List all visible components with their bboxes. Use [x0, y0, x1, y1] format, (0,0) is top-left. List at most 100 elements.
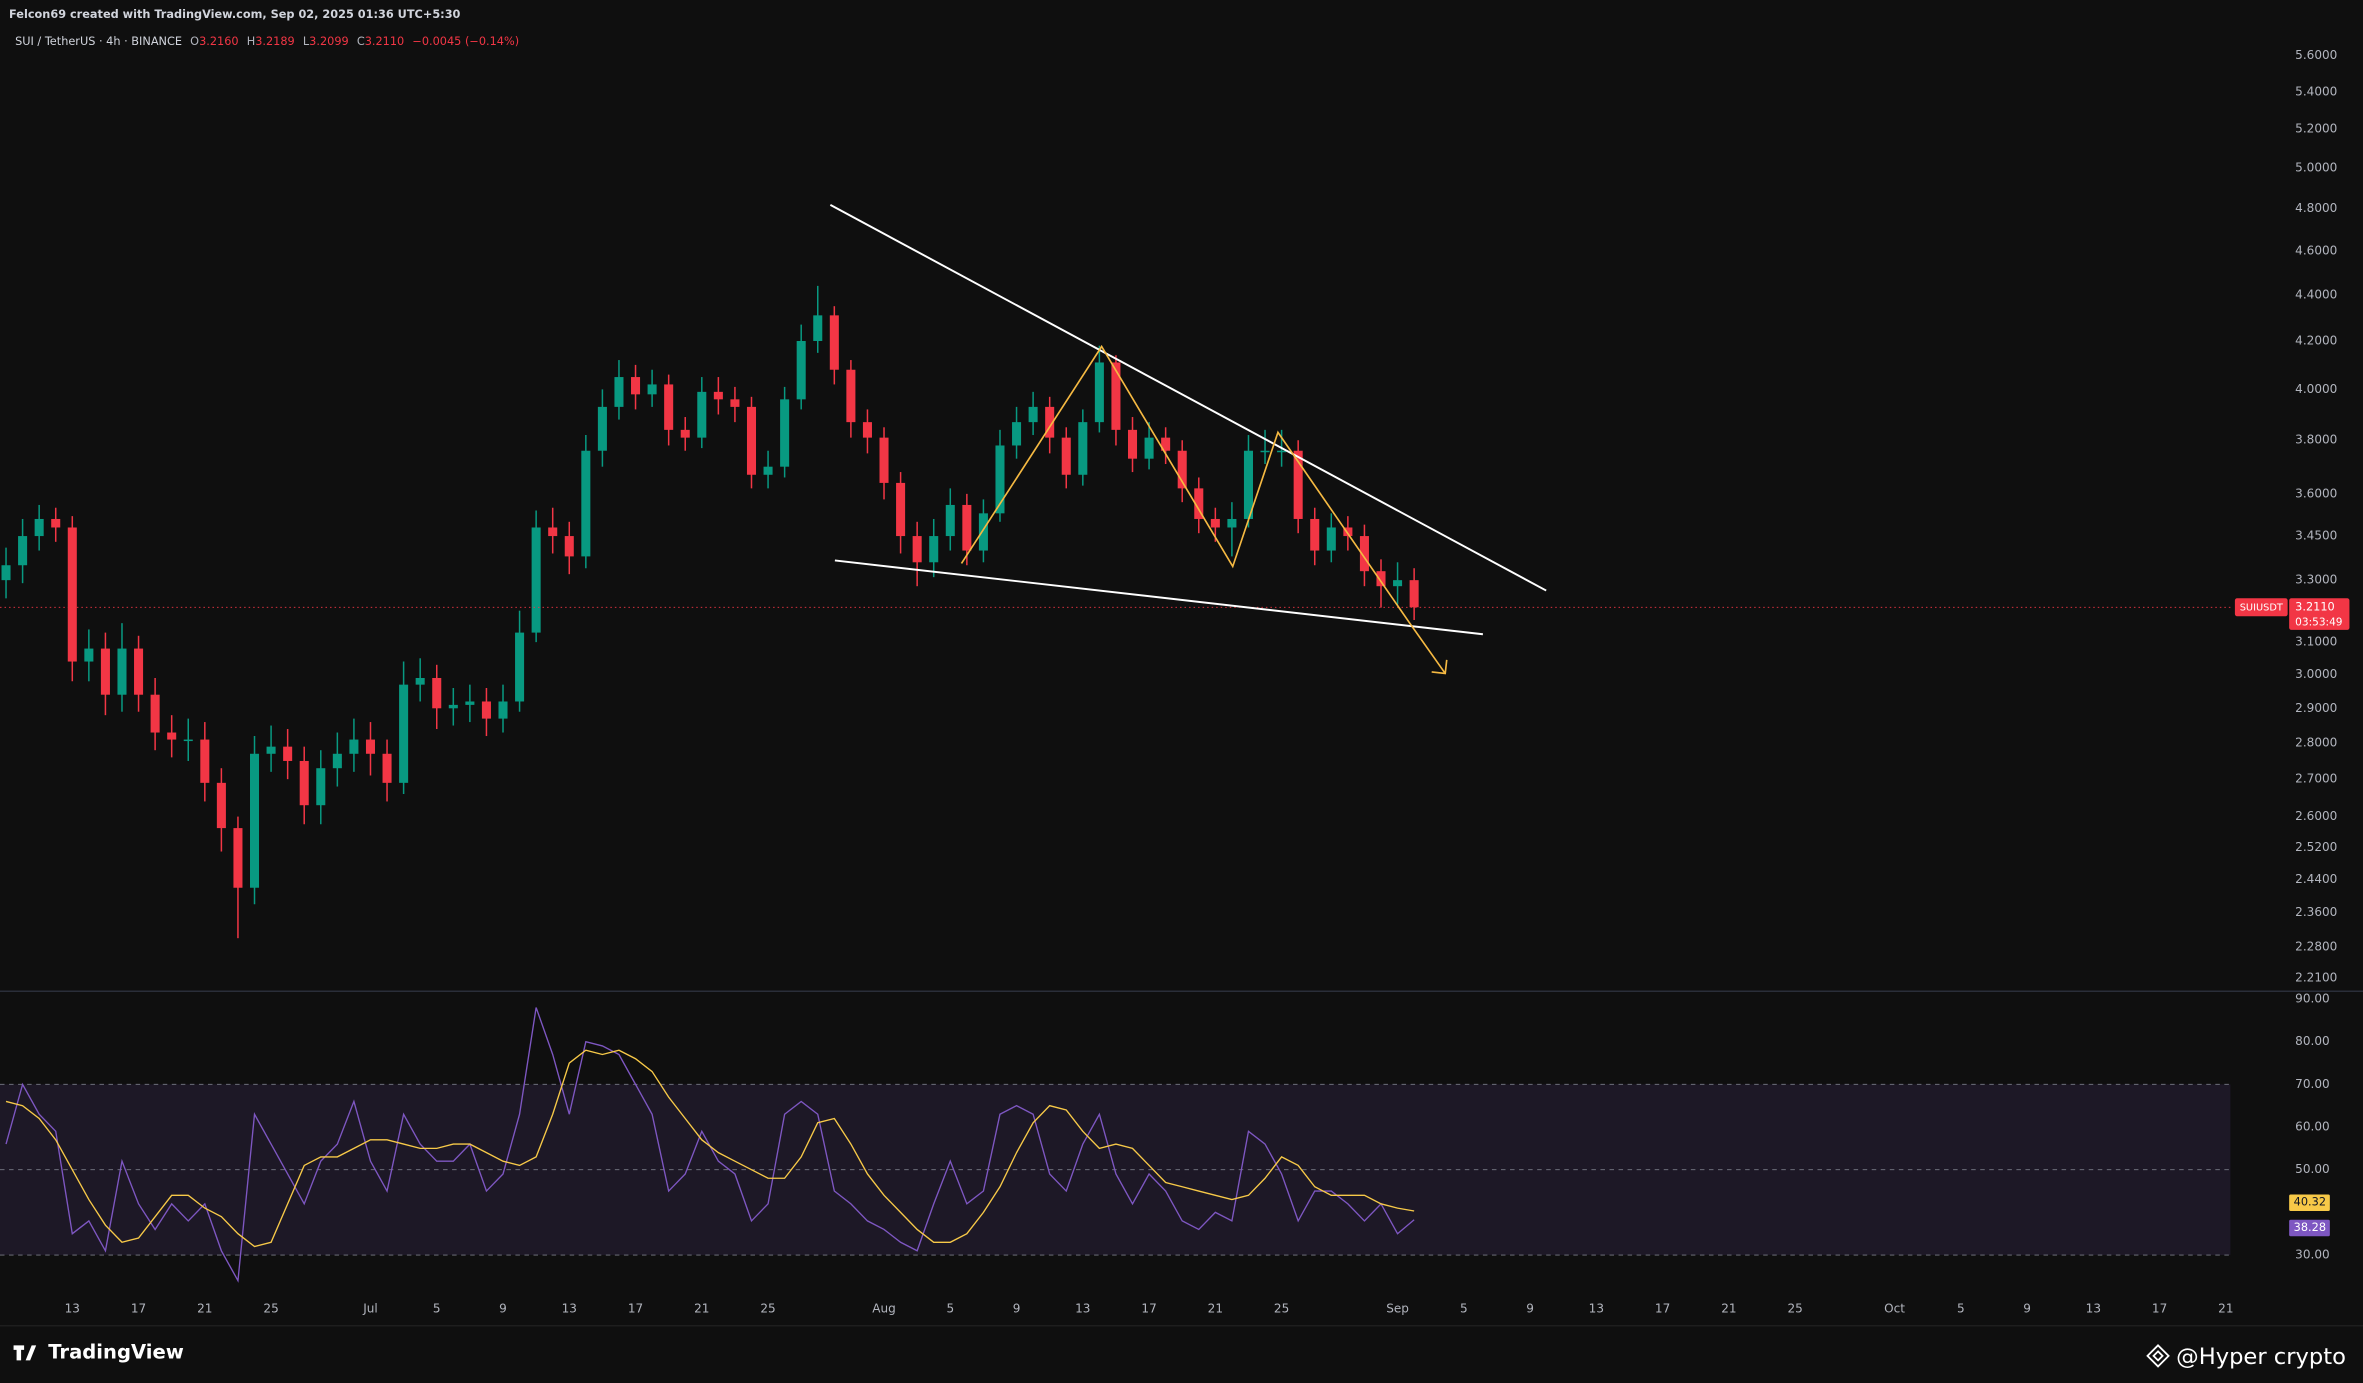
candle-body — [1393, 580, 1403, 587]
y-tick-label: 2.6000 — [2295, 809, 2337, 823]
candle-body — [912, 536, 922, 563]
candle-body — [498, 701, 508, 719]
x-tick-label: 21 — [694, 1302, 709, 1316]
y-tick-label: 3.0000 — [2295, 667, 2337, 681]
y-tick-label: 2.9000 — [2295, 701, 2337, 715]
candle-body — [266, 746, 276, 754]
candle-body — [1359, 536, 1369, 572]
candle-body — [365, 739, 375, 754]
y-tick-label: 2.5200 — [2295, 840, 2337, 854]
candle-body — [1161, 437, 1171, 451]
candle-body — [631, 377, 641, 395]
ohlc-value: 3.2160 — [199, 35, 239, 48]
ohlc-label: O — [190, 35, 199, 48]
watermark-icon — [2146, 1344, 2170, 1368]
candle-body — [1177, 450, 1187, 489]
y-tick-label: 3.3000 — [2295, 573, 2337, 587]
candle-body — [399, 684, 409, 783]
y-tick-label: 5.4000 — [2295, 84, 2337, 98]
countdown-text: 03:53:49 — [2295, 616, 2342, 628]
candle-body — [200, 739, 210, 783]
y-tick-label: 90.00 — [2295, 992, 2330, 1006]
candle-body — [1012, 422, 1022, 446]
candle-body — [448, 704, 458, 709]
y-tick-label: 4.2000 — [2295, 333, 2337, 347]
candle-body — [548, 527, 558, 537]
candle-body — [432, 677, 442, 709]
candle-body — [233, 828, 243, 888]
candle-body — [1343, 527, 1353, 537]
y-tick-label: 3.8000 — [2295, 433, 2337, 447]
candle-body — [597, 406, 607, 451]
candle-body — [680, 429, 690, 438]
candle-body — [415, 677, 425, 685]
candle-body — [564, 536, 574, 557]
legend: SUI / TetherUS · 4h · BINANCE O3.2160 H3… — [15, 35, 519, 48]
candle-body — [1277, 450, 1287, 453]
x-tick-label: 21 — [1208, 1302, 1223, 1316]
ohlc-label: H — [247, 35, 256, 48]
candle-body — [796, 340, 806, 400]
candle-body — [1094, 362, 1104, 423]
y-tick-label: 2.2100 — [2295, 970, 2337, 984]
candle-body — [1045, 406, 1055, 438]
candle-body — [896, 482, 906, 537]
value-tag-text: 40.32 — [2294, 1196, 2326, 1209]
candle-body — [216, 782, 226, 829]
x-tick-label: 13 — [65, 1302, 80, 1316]
value-tag — [2289, 1219, 2330, 1237]
candle-body — [1194, 488, 1204, 519]
y-tick-label: 50.00 — [2295, 1162, 2330, 1176]
x-tick-label: 25 — [263, 1302, 278, 1316]
ohlc-value: 3.2099 — [309, 35, 349, 48]
credit: Felcon69 created with TradingView.com, S… — [9, 8, 461, 21]
candle-body — [515, 632, 525, 702]
x-tick-label: 17 — [2152, 1302, 2167, 1316]
candle-body — [846, 369, 856, 423]
x-tick-label: 5 — [433, 1302, 441, 1316]
candle-body — [862, 422, 872, 438]
x-tick-label: 5 — [1957, 1302, 1965, 1316]
candle-body — [349, 739, 359, 754]
candle-body — [100, 648, 110, 695]
candle-body — [332, 753, 342, 769]
y-tick-label: 80.00 — [2295, 1034, 2330, 1048]
y-tick-label: 4.6000 — [2295, 243, 2337, 257]
zigzag — [960, 344, 1446, 674]
candle-body — [879, 437, 889, 483]
lower-trendline — [834, 559, 1484, 636]
y-tick-label: 3.4500 — [2295, 529, 2337, 543]
ohlc-value: 3.2189 — [255, 35, 295, 48]
y-tick-label: 5.0000 — [2295, 161, 2337, 175]
brand: TradingView — [13, 1340, 184, 1363]
x-tick-label: 25 — [1274, 1302, 1289, 1316]
candle-body — [664, 384, 674, 430]
candle-body — [1144, 437, 1154, 459]
value-tag-text: 38.28 — [2294, 1221, 2326, 1234]
y-tick-label: 5.6000 — [2295, 48, 2337, 62]
drawings — [829, 204, 1547, 675]
x-tick-label: 5 — [1460, 1302, 1468, 1316]
candle-body — [299, 760, 309, 806]
candle-body — [1326, 527, 1336, 551]
x-tick-label: 25 — [760, 1302, 775, 1316]
candle-body — [283, 746, 293, 761]
arrow-head — [1431, 659, 1448, 675]
y-tick-label: 2.3600 — [2295, 905, 2337, 919]
candle-body — [1, 565, 11, 581]
candle-body — [929, 536, 939, 563]
x-tick-label: 17 — [1655, 1302, 1670, 1316]
candle-body — [183, 739, 193, 742]
candle-body — [18, 536, 28, 566]
candle-body — [382, 753, 392, 783]
x-tick-label: 21 — [2218, 1302, 2233, 1316]
candle-body — [780, 399, 790, 467]
x-tick-label: 9 — [2023, 1302, 2031, 1316]
candle-body — [134, 648, 144, 695]
candle-body — [51, 518, 61, 528]
y-tick-label: 60.00 — [2295, 1120, 2330, 1134]
x-tick-label: 17 — [628, 1302, 643, 1316]
candle-body — [763, 466, 773, 475]
